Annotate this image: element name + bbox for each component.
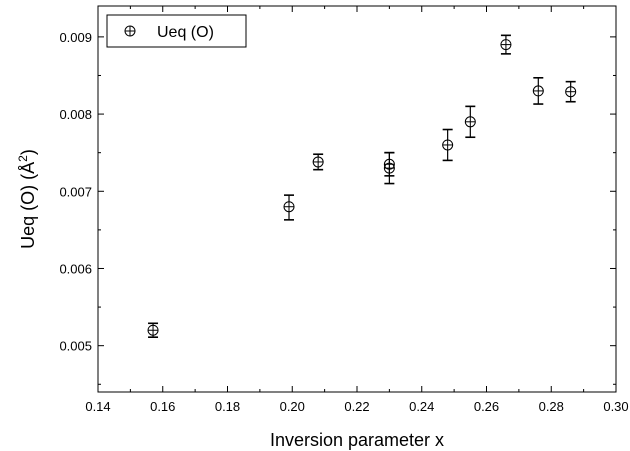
- data-point: [500, 34, 512, 55]
- data-point: [283, 194, 295, 221]
- x-tick-label: 0.26: [474, 399, 499, 414]
- data-point: [312, 153, 324, 171]
- data-point: [383, 151, 395, 177]
- y-tick-label: 0.007: [59, 184, 92, 199]
- y-tick-label: 0.008: [59, 107, 92, 122]
- y-axis-title-main: Ueq (O) (Å: [18, 162, 38, 249]
- data-point: [565, 80, 577, 103]
- legend-label: Ueq (O): [157, 24, 214, 41]
- x-axis-title: Inversion parameter x: [270, 430, 444, 450]
- data-point: [464, 105, 476, 139]
- y-axis-title: Ueq (O) (Å2): [16, 149, 38, 249]
- x-tick-label: 0.16: [150, 399, 175, 414]
- y-tick-label: 0.009: [59, 30, 92, 45]
- y-axis-title-end: ): [18, 149, 38, 155]
- x-tick-label: 0.20: [280, 399, 305, 414]
- data-point: [147, 322, 159, 338]
- data-point: [442, 128, 454, 162]
- x-tick-label: 0.22: [344, 399, 369, 414]
- x-tick-label: 0.18: [215, 399, 240, 414]
- y-axis-title-superscript: 2: [16, 155, 30, 162]
- y-tick-label: 0.005: [59, 339, 92, 354]
- legend-marker-icon: [124, 25, 136, 37]
- plot-frame: [97, 5, 617, 393]
- x-tick-label: 0.14: [85, 399, 110, 414]
- x-tick-label: 0.30: [603, 399, 628, 414]
- x-tick-label: 0.24: [409, 399, 434, 414]
- axis-ticks: 0.14 0.16 0.18 0.20 0.22 0.24 0.26 0.28 0.30 0.00…: [59, 6, 629, 414]
- legend: Ueq (O): [106, 14, 247, 48]
- y-tick-label: 0.006: [59, 261, 92, 276]
- data-point: [532, 76, 544, 105]
- data-points: [147, 34, 577, 338]
- x-tick-label: 0.28: [539, 399, 564, 414]
